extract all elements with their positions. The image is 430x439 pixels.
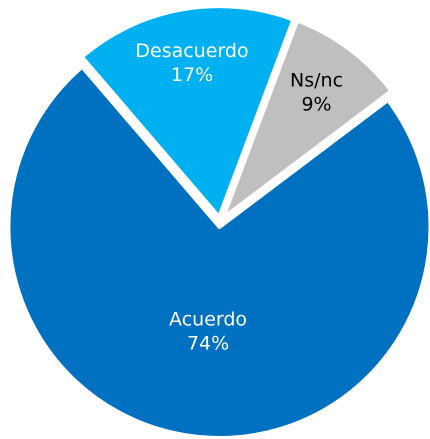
slice-value-label: 17% <box>171 64 213 86</box>
slice-label: Ns/nc <box>290 69 343 91</box>
pie-slice <box>6 64 430 439</box>
pie-slice <box>220 18 394 220</box>
slice-value-label: 9% <box>301 93 331 115</box>
pie-slice <box>79 4 296 220</box>
slice-label: Desacuerdo <box>135 40 248 62</box>
slice-value-label: 74% <box>187 332 229 354</box>
slice-label: Acuerdo <box>169 308 247 330</box>
